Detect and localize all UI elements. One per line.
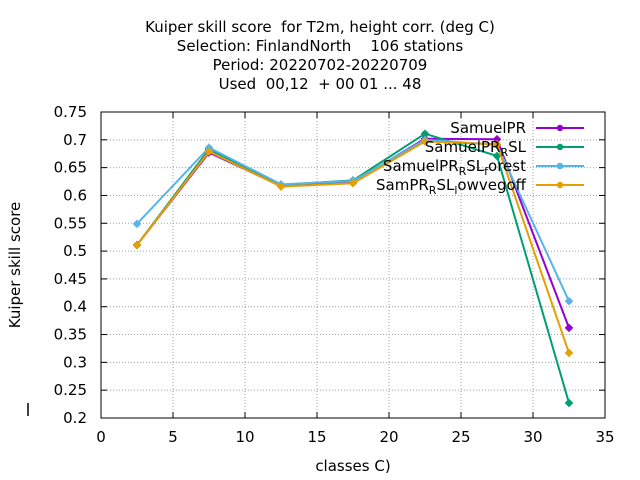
x-tick-label: 10 (235, 428, 254, 446)
series-group (133, 129, 573, 407)
legend-label: SamuelPRRSL (425, 138, 527, 159)
legend-marker (556, 124, 564, 132)
legend-marker (556, 143, 564, 151)
chart-title-line-2: Selection: FinlandNorth 106 stations (176, 37, 464, 55)
y-tick-label: 0.2 (63, 409, 87, 427)
legend-marker (556, 181, 564, 189)
legend-label: SamuelPR (450, 119, 526, 137)
plot-frame (100, 111, 606, 419)
y-tick-label: 0.5 (63, 242, 87, 260)
series-3 (133, 137, 573, 357)
chart-title-line-3: Period: 20220702-20220709 (212, 56, 428, 74)
x-axis-label: classes C) (315, 457, 390, 475)
x-tick-label: 0 (96, 428, 106, 446)
y-tick-label: 0.55 (54, 214, 87, 232)
y-tick-label: 0.25 (54, 381, 87, 399)
y-axis-label: Kuiper skill score (6, 202, 24, 329)
y-tick-label: 0.4 (63, 298, 87, 316)
axis-ticks: 0 5 10 15 20 25 30 35 0.2 0.25 0.3 0.35 0.4 0.45 0.5 0.… (27, 103, 615, 446)
legend-marker (556, 162, 564, 170)
chart-title-line-1: Kuiper skill score for T2m, height corr.… (145, 18, 495, 36)
x-tick-label: 15 (307, 428, 326, 446)
legend-label: SamPRRSLlowvegoff (376, 176, 527, 197)
legend: SamuelPRSamuelPRRSLSamuelPRRSLforestSamP… (376, 119, 584, 197)
chart-title-line-4: Used 00,12 + 00 01 ... 48 (218, 75, 422, 93)
y-tick-label: 0.45 (54, 270, 87, 288)
y-tick-label: 0.75 (54, 103, 87, 121)
x-tick-label: 35 (595, 428, 614, 446)
y-tick-label: 0.7 (63, 131, 87, 149)
x-tick-label: 5 (168, 428, 178, 446)
y-tick-label: 0.35 (54, 326, 87, 344)
y-tick-label: 0.3 (63, 353, 87, 371)
x-tick-label: 30 (523, 428, 542, 446)
x-tick-label: 20 (379, 428, 398, 446)
y-tick-label: 0.6 (63, 186, 87, 204)
x-tick-label: 25 (451, 428, 470, 446)
y-tick-label: 0.65 (54, 159, 87, 177)
legend-label: SamuelPRRSLforest (383, 157, 526, 178)
